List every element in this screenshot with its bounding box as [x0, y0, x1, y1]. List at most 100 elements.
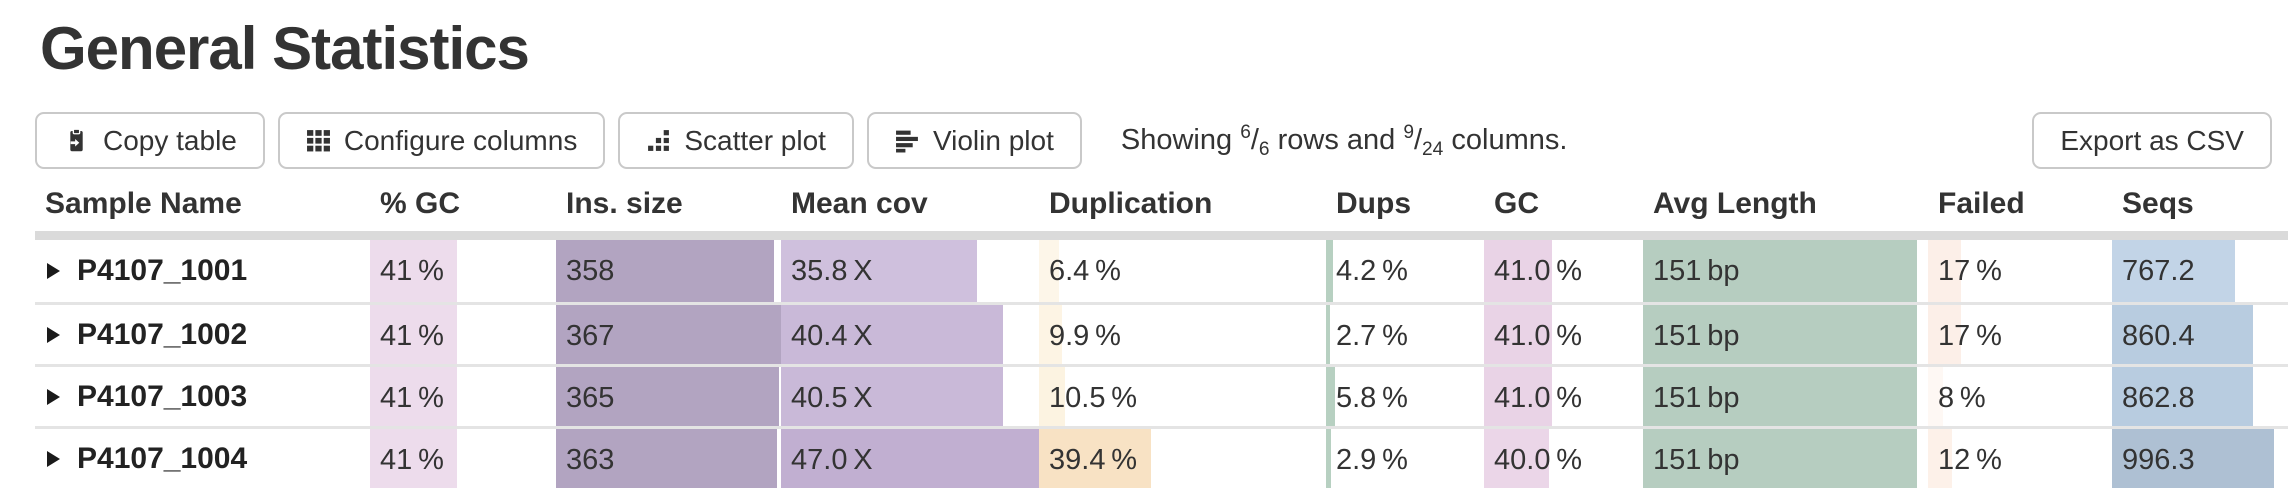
cell-value: 47.0 X — [791, 444, 873, 476]
data-bar — [1484, 240, 1553, 302]
seqs-cell: 767.2 — [2112, 240, 2288, 302]
gc-cell: 41.0 % — [1484, 240, 1643, 302]
data-bar — [1484, 305, 1553, 364]
cell-value: 6.4 % — [1049, 255, 1121, 287]
data-bar — [370, 367, 458, 426]
cell-value: 996.3 — [2122, 444, 2195, 476]
column-header-duplication[interactable]: Duplication — [1049, 187, 1213, 220]
avg-length-cell: 151 bp — [1643, 240, 1928, 302]
failed-cell: 17 % — [1928, 240, 2112, 302]
mean-cov-cell: 35.8 X — [781, 240, 1039, 302]
cell-value: 151 bp — [1653, 320, 1740, 352]
configure-columns-label: Configure columns — [343, 124, 578, 156]
data-bar — [1326, 429, 1331, 488]
data-bar — [1326, 367, 1335, 426]
dups-cell: 5.8 % — [1326, 367, 1484, 426]
data-bar — [1039, 305, 1062, 364]
cell-value: 5.8 % — [1336, 382, 1408, 414]
cell-value: 9.9 % — [1049, 320, 1121, 352]
data-bar — [1484, 429, 1550, 488]
cell-value: 41.0 % — [1494, 255, 1583, 287]
data-bar — [1643, 367, 1917, 426]
cell-value: 151 bp — [1653, 255, 1740, 287]
data-bar — [781, 240, 978, 302]
column-header-dups[interactable]: Dups — [1336, 187, 1411, 220]
cell-value: 365 — [566, 382, 615, 414]
configure-columns-button[interactable]: Configure columns — [277, 112, 606, 169]
table-toolbar: Copy table Configure columns Scatter — [35, 112, 2272, 169]
table-row: P4107_1002 41 % 367 40.4 X 9.9 % 2.7 % 4… — [35, 302, 2288, 364]
data-bar — [556, 305, 781, 364]
data-bar — [1928, 429, 1952, 488]
gc-pct-cell: 41 % — [370, 305, 556, 364]
seqs-cell: 996.3 — [2112, 429, 2288, 488]
gc-pct-cell: 41 % — [370, 429, 556, 488]
cell-value: 363 — [566, 444, 615, 476]
cell-value: 35.8 X — [791, 255, 873, 287]
data-bar — [1643, 240, 1917, 302]
data-bar — [556, 240, 775, 302]
sample-name: P4107_1002 — [77, 317, 248, 351]
export-csv-button[interactable]: Export as CSV — [2032, 112, 2272, 169]
column-header-failed[interactable]: Failed — [1938, 187, 2025, 220]
ins-size-cell: 363 — [556, 429, 781, 488]
cell-value: 151 bp — [1653, 382, 1740, 414]
row-expand-icon[interactable] — [47, 388, 60, 405]
duplication-cell: 39.4 % — [1039, 429, 1326, 488]
gc-cell: 41.0 % — [1484, 305, 1643, 364]
general-stats-table: Sample Name % GC Ins. size Mean cov Dupl… — [0, 181, 2288, 488]
data-bar — [781, 429, 1039, 488]
column-header-seqs[interactable]: Seqs — [2122, 187, 2194, 220]
sample-name: P4107_1003 — [77, 379, 248, 413]
ins-size-cell: 358 — [556, 240, 781, 302]
violin-plot-label: Violin plot — [932, 124, 1054, 156]
showing-summary: Showing 6/6 rows and 9/24 columns. — [1120, 122, 1568, 160]
column-header-ins-size[interactable]: Ins. size — [566, 187, 683, 220]
row-expand-icon[interactable] — [47, 450, 60, 467]
table-row: P4107_1001 41 % 358 35.8 X 6.4 % 4.2 % 4… — [35, 240, 2288, 302]
data-bar — [370, 305, 458, 364]
cell-value: 41 % — [380, 320, 444, 352]
sample-name: P4107_1004 — [77, 441, 248, 475]
copy-table-label: Copy table — [103, 124, 237, 156]
cell-value: 40.5 X — [791, 382, 873, 414]
avg-length-cell: 151 bp — [1643, 367, 1928, 426]
gc-cell: 40.0 % — [1484, 429, 1643, 488]
table-row: P4107_1004 41 % 363 47.0 X 39.4 % 2.9 % … — [35, 426, 2288, 488]
data-bar — [370, 240, 458, 302]
data-bar — [2112, 367, 2253, 426]
scatter-icon — [646, 128, 671, 153]
data-bar — [556, 367, 779, 426]
column-header-sample-name[interactable]: Sample Name — [45, 187, 242, 220]
row-expand-icon[interactable] — [47, 263, 60, 279]
column-header-gc-pct[interactable]: % GC — [380, 187, 461, 220]
data-bar — [2112, 240, 2236, 302]
copy-table-button[interactable]: Copy table — [35, 112, 265, 169]
violin-plot-button[interactable]: Violin plot — [866, 112, 1082, 169]
gc-pct-cell: 41 % — [370, 240, 556, 302]
cell-value: 862.8 — [2122, 382, 2195, 414]
column-header-gc[interactable]: GC — [1494, 187, 1539, 220]
duplication-cell: 9.9 % — [1039, 305, 1326, 364]
cell-value: 17 % — [1938, 255, 2002, 287]
cell-value: 367 — [566, 320, 615, 352]
column-header-mean-cov[interactable]: Mean cov — [791, 187, 928, 220]
row-expand-icon[interactable] — [47, 326, 60, 343]
ins-size-cell: 367 — [556, 305, 781, 364]
cell-value: 358 — [566, 255, 615, 287]
cell-value: 860.4 — [2122, 320, 2195, 352]
failed-cell: 17 % — [1928, 305, 2112, 364]
header-divider — [35, 231, 2288, 240]
mean-cov-cell: 40.5 X — [781, 367, 1039, 426]
data-bar — [1928, 240, 1962, 302]
page-title: General Statistics — [40, 15, 530, 82]
column-header-avg-length[interactable]: Avg Length — [1653, 187, 1817, 220]
cell-value: 767.2 — [2122, 255, 2195, 287]
scatter-plot-button[interactable]: Scatter plot — [618, 112, 854, 169]
cell-value: 41 % — [380, 382, 444, 414]
dups-cell: 2.7 % — [1326, 305, 1484, 364]
data-bar — [370, 429, 458, 488]
data-bar — [1039, 240, 1060, 302]
scatter-plot-label: Scatter plot — [684, 124, 826, 156]
